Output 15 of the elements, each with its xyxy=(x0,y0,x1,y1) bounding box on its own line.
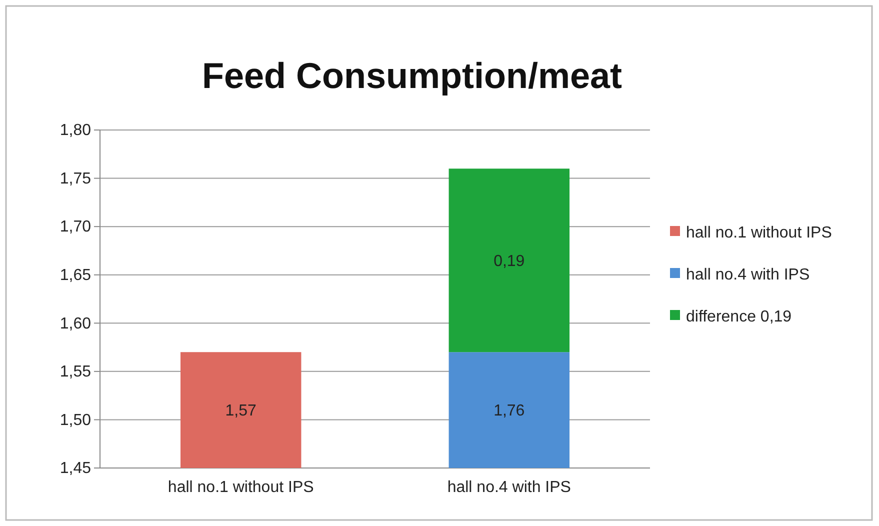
y-tick-label: 1,80 xyxy=(60,122,92,140)
data-label: 1,57 xyxy=(225,402,257,420)
y-tick-label: 1,55 xyxy=(60,364,92,381)
legend-label: hall no.1 without IPS xyxy=(686,224,832,242)
y-tick-label: 1,70 xyxy=(60,218,92,236)
chart-title: Feed Consumption/meat xyxy=(202,55,622,96)
y-tick-label: 1,45 xyxy=(60,460,92,478)
y-tick-label: 1,65 xyxy=(60,266,92,284)
data-label: 0,19 xyxy=(494,252,525,270)
y-tick-label: 1,50 xyxy=(60,412,92,429)
y-tick-label: 1,75 xyxy=(60,170,92,188)
y-tick-label: 1,60 xyxy=(60,315,92,332)
legend-label: hall no.4 with IPS xyxy=(686,266,810,284)
legend-label: difference 0,19 xyxy=(686,308,792,326)
total-label: 1,76 xyxy=(494,402,525,420)
